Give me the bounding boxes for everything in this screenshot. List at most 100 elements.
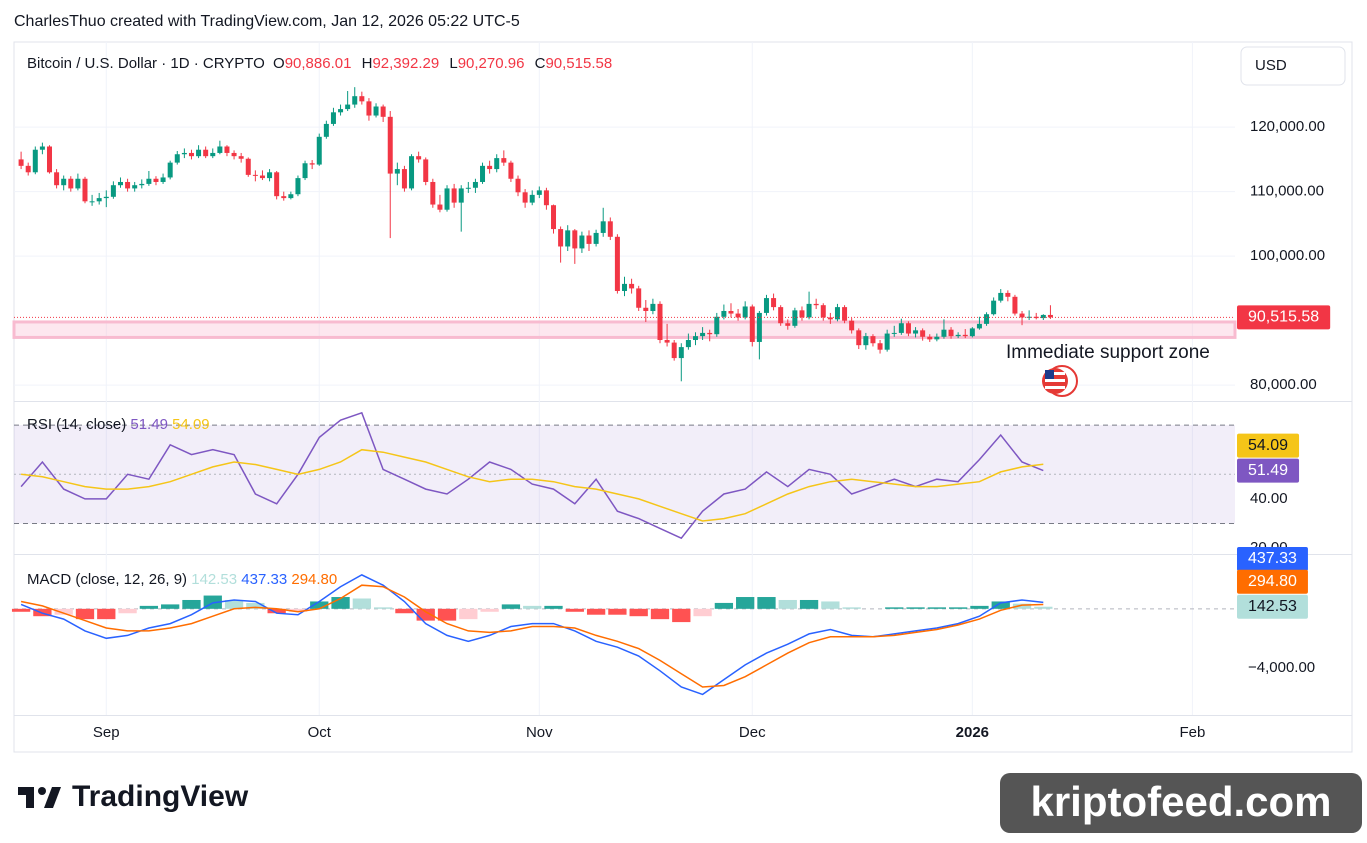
- rsi-legend: RSI (14, close) 51.49 54.09: [27, 416, 210, 433]
- symbol-legend: Bitcoin / U.S. Dollar · 1D · CRYPTO O90,…: [27, 55, 612, 72]
- candle-body: [636, 288, 642, 308]
- candle-body: [89, 201, 95, 203]
- indicator-line: [21, 448, 1044, 522]
- candle-body: [359, 96, 365, 102]
- watermark-box: [1000, 773, 1362, 833]
- candle-body: [61, 178, 67, 186]
- histogram-bar: [927, 607, 946, 609]
- candle-body: [707, 332, 713, 335]
- watermark: kriptofeed.com: [1030, 778, 1331, 825]
- candle-body: [444, 188, 450, 210]
- plot: Sep Oct Nov Dec 2026 Feb 80,000.00 100,000.00 11…: [11, 42, 1352, 741]
- candle-body: [799, 310, 805, 318]
- candle-body: [323, 123, 329, 137]
- candle-body: [330, 112, 336, 124]
- histogram-bar: [416, 608, 435, 621]
- candle-body: [1033, 316, 1039, 319]
- candle-body: [25, 165, 31, 173]
- label-box: [1237, 569, 1308, 594]
- tradingview-logo: [18, 787, 61, 808]
- candle-body: [529, 194, 535, 203]
- candle-body: [373, 106, 379, 116]
- candle-body: [54, 172, 60, 186]
- label-box: [1237, 547, 1308, 571]
- candle-body: [785, 323, 791, 326]
- x-tick-label: Oct: [308, 724, 332, 741]
- histogram-bar: [565, 608, 584, 612]
- candle-body: [46, 146, 52, 173]
- candle-body: [884, 333, 890, 350]
- candle-body: [792, 310, 798, 326]
- legend-key: O: [273, 55, 285, 72]
- histogram-bar: [778, 599, 797, 609]
- y-tick-label: 40.00: [1250, 490, 1288, 507]
- candle-body: [338, 109, 344, 113]
- histogram-bar: [118, 608, 137, 614]
- histogram-bar: [523, 605, 542, 609]
- histogram-bar: [991, 601, 1010, 609]
- candle-body: [167, 162, 173, 178]
- candle-body: [579, 235, 585, 249]
- candle-body: [700, 332, 706, 337]
- candle-body: [692, 336, 698, 341]
- candle-body: [984, 314, 990, 324]
- candle-body: [941, 329, 947, 337]
- candle-body: [409, 156, 415, 189]
- candle-body: [316, 136, 322, 165]
- x-tick-label: Sep: [93, 724, 120, 741]
- candle-body: [210, 152, 216, 157]
- candle-body: [451, 188, 457, 203]
- last-price-label: 90,515.58: [1237, 305, 1331, 330]
- candle-body: [160, 177, 166, 182]
- candle-body: [763, 298, 769, 313]
- candle-body: [714, 316, 720, 335]
- label-box: [1237, 458, 1300, 483]
- candle-body: [856, 330, 862, 346]
- candle-body: [501, 158, 507, 163]
- candle-body: [18, 159, 24, 166]
- candle-body: [238, 156, 244, 159]
- histogram-bar: [736, 597, 755, 609]
- candle-body: [742, 306, 748, 318]
- candle-body: [664, 340, 670, 343]
- x-tick-label: Dec: [739, 724, 766, 741]
- candle-body: [96, 198, 102, 202]
- candle-body: [905, 323, 911, 334]
- chart-frame: [13, 41, 1353, 753]
- candle-body: [877, 343, 883, 350]
- candle-body: [416, 156, 422, 160]
- candle-body: [1005, 292, 1011, 297]
- brand: TradingView: [72, 780, 249, 813]
- candle-body: [558, 229, 564, 247]
- histogram-bar: [842, 607, 861, 609]
- candle-body: [309, 163, 315, 165]
- signal-value: 294.80: [291, 571, 337, 588]
- candle-body: [480, 165, 486, 182]
- histogram-bar: [75, 608, 95, 620]
- label-box: [1237, 305, 1331, 330]
- histogram-bar: [650, 608, 670, 620]
- histogram-bar: [437, 608, 457, 621]
- histogram-bar: [501, 604, 521, 609]
- candle-body: [891, 332, 897, 334]
- candle-body: [274, 172, 280, 197]
- legend-value: 92,392.29: [372, 55, 439, 72]
- credit: CharlesThuo created with TradingView.com…: [14, 13, 520, 30]
- candle-body: [643, 307, 649, 311]
- annotation: Immediate support zone: [1006, 342, 1210, 363]
- currency-button[interactable]: [1240, 46, 1346, 86]
- histogram-bar: [608, 608, 627, 615]
- histogram-bar: [11, 608, 31, 612]
- histogram-bar: [352, 598, 371, 609]
- candle-body: [820, 305, 826, 318]
- candle-body: [671, 342, 677, 359]
- x-tick-label: Nov: [526, 724, 553, 741]
- histogram-bar: [373, 607, 393, 609]
- signal-label: 294.80: [1237, 569, 1308, 594]
- candle-body: [749, 306, 755, 342]
- candle-body: [252, 174, 258, 176]
- candle-body: [224, 146, 230, 153]
- histogram-bar: [267, 608, 286, 614]
